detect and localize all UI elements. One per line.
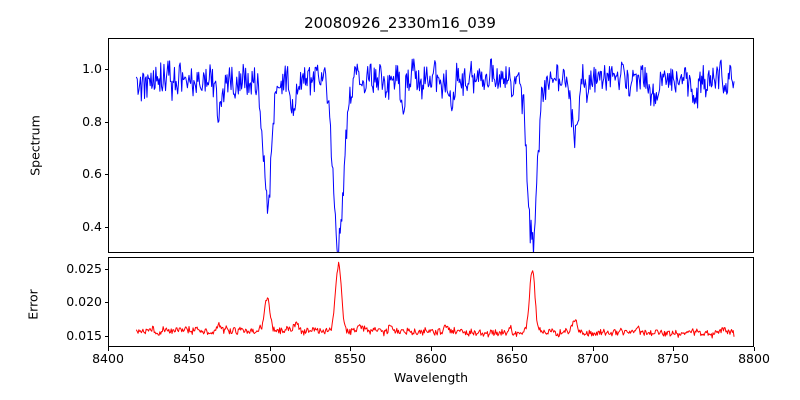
error-plot-panel — [108, 257, 754, 347]
page-title: 20080926_2330m16_039 — [304, 14, 496, 32]
spectrum-ytick-label: 0.8 — [82, 114, 102, 129]
wavelength-xtick-mark — [108, 347, 109, 351]
error-line-chart — [135, 261, 735, 339]
spectrum-ytick-label: 1.0 — [82, 61, 102, 76]
wavelength-xtick-label: 8400 — [92, 351, 124, 366]
spectrum-ytick-mark — [104, 122, 108, 123]
error-ytick-label: 0.020 — [66, 294, 102, 309]
wavelength-xtick-mark — [593, 347, 594, 351]
wavelength-xtick-label: 8650 — [496, 351, 528, 366]
spectrum-ytick-mark — [104, 174, 108, 175]
error-ytick-mark — [104, 336, 108, 337]
wavelength-xtick-label: 8450 — [173, 351, 205, 366]
error-ytick-label: 0.025 — [66, 261, 102, 276]
wavelength-xtick-label: 8600 — [415, 351, 447, 366]
error-ytick-label: 0.015 — [66, 328, 102, 343]
wavelength-xtick-label: 8550 — [334, 351, 366, 366]
error-data-line — [135, 261, 735, 339]
spectrum-line-chart — [135, 58, 735, 252]
wavelength-xtick-mark — [189, 347, 190, 351]
error-ytick-mark — [104, 269, 108, 270]
spectrum-axis-label: Spectrum — [27, 115, 43, 176]
spectrum-plot-panel — [108, 38, 754, 253]
spectrum-ytick-label: 0.6 — [82, 166, 102, 181]
wavelength-xtick-label: 8750 — [657, 351, 689, 366]
wavelength-xtick-mark — [350, 347, 351, 351]
error-axis-label: Error — [25, 289, 41, 320]
wavelength-xtick-mark — [270, 347, 271, 351]
spectrum-data-line — [135, 58, 735, 252]
wavelength-xtick-label: 8500 — [254, 351, 286, 366]
wavelength-xtick-mark — [754, 347, 755, 351]
wavelength-xtick-mark — [673, 347, 674, 351]
wavelength-axis-label: Wavelength — [393, 370, 469, 385]
error-ytick-mark — [104, 302, 108, 303]
wavelength-xtick-label: 8800 — [738, 351, 770, 366]
wavelength-xtick-label: 8700 — [577, 351, 609, 366]
spectrum-ytick-mark — [104, 227, 108, 228]
spectrum-ytick-mark — [104, 69, 108, 70]
wavelength-xtick-mark — [431, 347, 432, 351]
wavelength-xtick-mark — [512, 347, 513, 351]
spectrum-ytick-label: 0.4 — [82, 219, 102, 234]
